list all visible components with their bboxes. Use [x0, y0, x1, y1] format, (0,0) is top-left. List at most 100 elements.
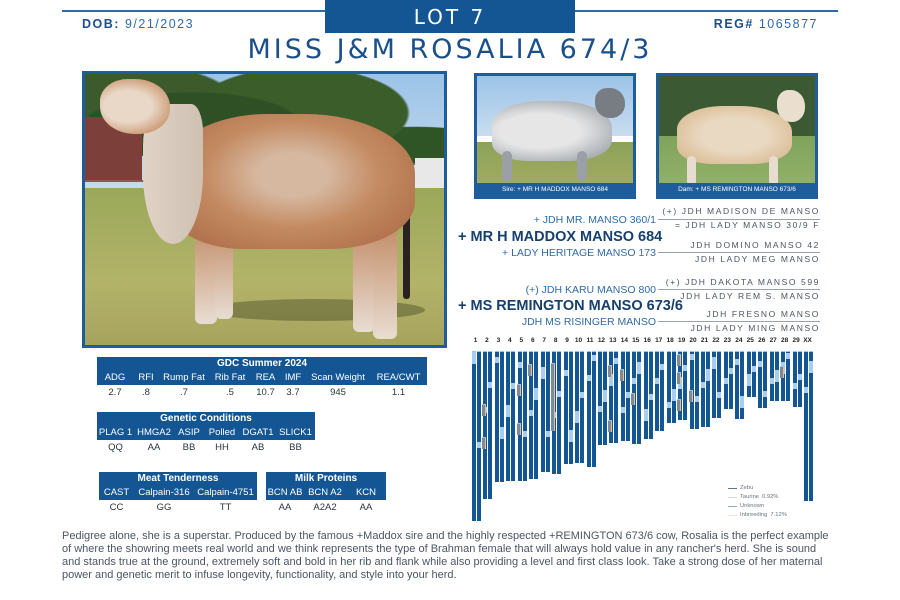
chromosome-strand [477, 351, 481, 521]
chromosome-strand [614, 351, 619, 443]
gdc-col: IMF [284, 372, 302, 383]
gdc-col: Rib Fat [214, 372, 246, 383]
chromosome-label: 21 [700, 337, 709, 344]
chromosome-strand [671, 351, 676, 423]
meat-col: Calpain-4751 [197, 487, 254, 498]
chromosome-strand [609, 351, 614, 443]
gdc-col: Rump Fat [163, 372, 205, 383]
chromosome-strand [792, 351, 797, 407]
chromosome-strand [769, 351, 774, 401]
chromosome-strand [758, 351, 763, 408]
pedigree-sire-dam: + LADY HERITAGE MANSO 173 [502, 247, 656, 259]
genetic-conditions-title: Genetic Conditions [160, 413, 252, 424]
gdc-col: Scan Weight [311, 372, 365, 383]
genetic-value: AA [147, 442, 161, 453]
inbreeding-segment [677, 354, 682, 367]
pedigree-sire-sire: + JDH MR. MANSO 360/1 [533, 214, 656, 226]
chromosome-strand [568, 351, 573, 464]
chromosome-strand [522, 351, 527, 481]
chromosome-label: 11 [586, 337, 594, 344]
chromosome-strand [648, 351, 653, 439]
chromosome-label: 5 [519, 337, 524, 344]
chromosome-label: 26 [758, 337, 766, 344]
chromosome-label: 3 [496, 337, 501, 344]
chromosome-strand [494, 351, 499, 482]
genetic-col: HMGA2 [137, 427, 171, 438]
genetic-conditions-table: Genetic Conditions PLAG 1 HMGA2 ASIP Pol… [97, 412, 315, 455]
gdc-col: REA/CWT [376, 372, 421, 383]
gdc-col: RFI [138, 372, 154, 383]
legend-value: 0.92% [762, 494, 779, 500]
chromosome-strand [723, 351, 728, 409]
reg-label: REG# [713, 17, 754, 31]
chromosome-strand [472, 351, 476, 521]
legend-taurine: Taurine 0.92% [728, 493, 787, 502]
inbreeding-segment [528, 363, 533, 376]
chromosome-label: 8 [553, 337, 558, 344]
chromosome-strand [786, 351, 791, 401]
inbreeding-segment [608, 420, 613, 432]
legend-label: Inbreeding [740, 512, 768, 518]
chromosome-strand [540, 351, 545, 472]
inbreeding-segment [482, 436, 487, 449]
gdc-value: 3.7 [286, 387, 300, 398]
chromosome-strand [563, 351, 568, 464]
chromosome-strand [545, 351, 550, 472]
legend-swatch-unknown [728, 506, 737, 507]
genetic-col: PLAG 1 [98, 427, 133, 438]
meat-col: Calpain-316 [138, 487, 190, 498]
genetic-value: AB [251, 442, 265, 453]
gdc-value: 10.7 [256, 387, 275, 398]
meat-tenderness-title: Meat Tenderness [137, 473, 219, 484]
gdc-value: .5 [226, 387, 234, 398]
gdc-value: 1.1 [391, 387, 406, 398]
chromosome-strand [763, 351, 768, 408]
pedigree-connector [658, 219, 820, 220]
chromosome-label: 18 [666, 337, 674, 344]
milk-value: AA [359, 502, 373, 513]
meat-value: TT [219, 502, 232, 513]
chromosome-strand [506, 351, 511, 481]
chromosome-strand [620, 351, 625, 441]
pedigree-connector [658, 252, 820, 253]
sire-photo: Sire: + MR H MADDOX MANSO 684 [474, 73, 636, 199]
pedigree-sire-sire-dam: = JDH LADY MANSO 30/9 F [674, 220, 820, 230]
chromosome-label: 6 [530, 337, 535, 344]
pedigree-dam-sire: (+) JDH KARU MANSO 800 [525, 284, 656, 296]
chromosome-strand [797, 351, 802, 407]
genetic-value: HH [215, 442, 229, 453]
inbreeding-segment [688, 390, 693, 402]
pedigree-sire: + MR H MADDOX MANSO 684 [458, 229, 663, 245]
meat-value: GG [156, 502, 172, 513]
gdc-value: 945 [330, 387, 346, 398]
pedigree-sire-dam-dam: JDH LADY MEG MANSO [695, 254, 820, 264]
gdc-value: 2.7 [108, 387, 122, 398]
chromosome-strand [534, 351, 539, 479]
pedigree-sire-sire-sire: (+) JDH MADISON DE MANSO [662, 206, 820, 216]
genetic-value: QQ [108, 442, 123, 453]
chromosome-strand [499, 351, 504, 482]
chromosome-strand [655, 351, 660, 431]
milk-proteins-title: Milk Proteins [294, 473, 358, 484]
gdc-value: .7 [180, 387, 188, 398]
meat-tenderness-table: Meat Tenderness CAST Calpain-316 Calpain… [99, 472, 257, 515]
milk-col: BCN A2 [308, 487, 342, 498]
inbreeding-segment [516, 422, 521, 435]
chromosome-strand [575, 351, 580, 463]
inbreeding-segment [608, 364, 613, 377]
reg-value: 1065877 [758, 17, 818, 31]
chromosome-label: 10 [574, 337, 583, 344]
chromosome-label: 4 [508, 337, 512, 344]
chromosome-label: 22 [712, 337, 720, 344]
chromosome-strand [557, 351, 562, 474]
milk-col: KCN [355, 487, 377, 498]
chromosome-label: 24 [735, 337, 743, 344]
chromosome-strand [774, 351, 779, 401]
genetic-value: BB [182, 442, 196, 453]
chromosome-label: 28 [781, 337, 789, 344]
chromosome-strand [728, 351, 733, 409]
genetic-col: SLICK1 [279, 427, 312, 438]
gdc-table-title: GDC Summer 2024 [216, 358, 308, 369]
chromosome-label: 9 [565, 337, 569, 344]
dam-photo-caption: Dam: + MS REMINGTON MANSO 673/6 [659, 183, 815, 196]
